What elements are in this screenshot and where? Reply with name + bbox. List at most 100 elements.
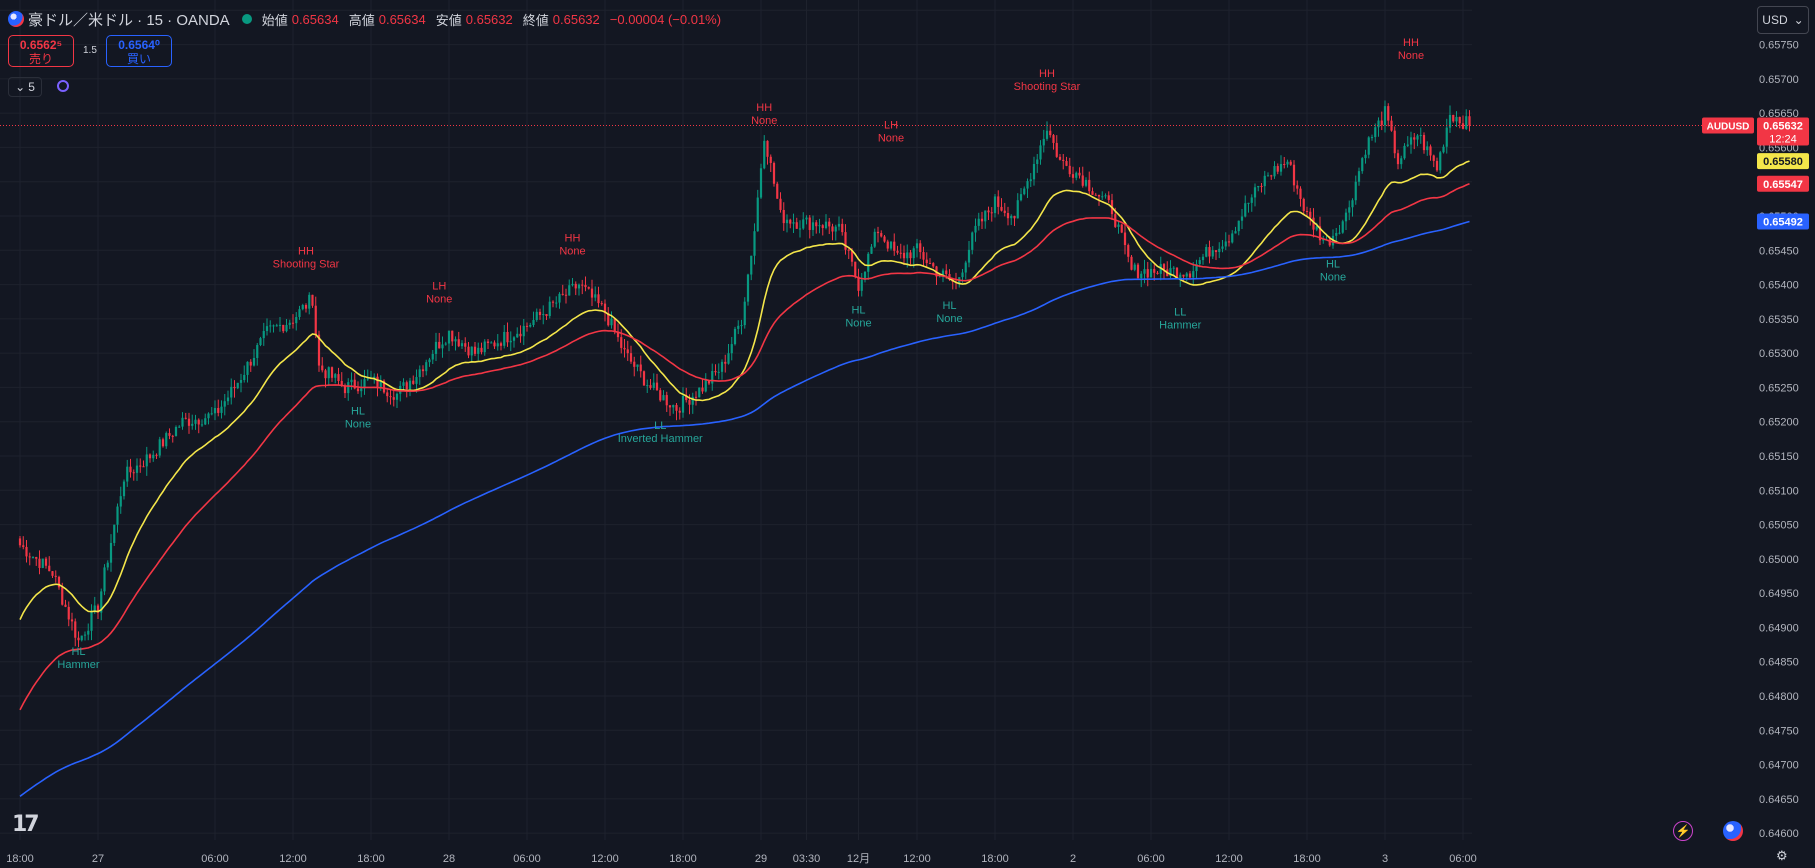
candle-body [782, 209, 785, 224]
y-tick-label: 0.64600 [1759, 828, 1799, 840]
candle-body [457, 339, 460, 347]
currency-select[interactable]: USD ⌄ [1757, 6, 1809, 34]
y-tick-label: 0.64700 [1759, 760, 1799, 772]
candle-body [600, 303, 603, 305]
candle-body [948, 274, 951, 280]
candle-body [129, 466, 132, 473]
candle-body [639, 364, 642, 372]
candle-body [642, 371, 646, 386]
candle-body [1455, 116, 1458, 122]
bolt-icon[interactable]: ⚡ [1673, 821, 1693, 841]
candle-body [1335, 232, 1338, 236]
candle-body [922, 252, 925, 260]
annotation-pattern: None [426, 293, 452, 305]
candle-body [171, 435, 174, 437]
y-tick-label: 0.65400 [1759, 280, 1799, 292]
symbol-title[interactable]: 豪ドル／米ドル · 15 · OANDA [28, 11, 230, 29]
candle-body [1348, 207, 1351, 213]
buy-button[interactable]: 0.6564⁰ 買い [106, 35, 172, 67]
candle-body [113, 524, 116, 543]
candle-body [737, 325, 740, 329]
close-value: 0.65632 [552, 11, 600, 27]
candle-body [571, 283, 574, 286]
candle-body [893, 241, 896, 251]
candle-body [233, 386, 236, 389]
candle-body [769, 156, 772, 163]
candle-body [1101, 196, 1104, 198]
candle-body [1377, 120, 1380, 128]
price-label [1757, 153, 1809, 170]
annotation-pattern: Shooting Star [273, 258, 340, 270]
candle-body [467, 346, 470, 356]
candle-body [499, 343, 503, 346]
candle-body [496, 343, 499, 347]
candle-body [516, 333, 519, 338]
candle-body [1091, 191, 1094, 195]
annotation-pattern: Shooting Star [1014, 81, 1081, 93]
candle-body [96, 605, 100, 613]
candle-body [246, 361, 249, 375]
indicators-toggle[interactable]: ⌄ 5 [8, 77, 42, 97]
candle-body [395, 393, 399, 400]
x-tick-label: 28 [443, 853, 455, 865]
annotation-pattern: None [1320, 272, 1346, 284]
annotation-pattern: None [1398, 50, 1424, 62]
candle-body [376, 376, 379, 389]
candle-body [831, 226, 834, 232]
gear-icon[interactable]: ⚙ [1776, 848, 1788, 863]
candle-body [1413, 137, 1416, 140]
candle-body [1052, 135, 1055, 143]
candle-body [51, 571, 54, 576]
candle-body [821, 225, 824, 229]
candle-body [152, 454, 155, 459]
candle-body [288, 322, 291, 325]
candle-body [613, 318, 616, 332]
candle-body [1127, 245, 1130, 257]
candle-body [665, 395, 668, 406]
candle-body [1234, 231, 1237, 234]
candle-body [1387, 106, 1390, 121]
candle-body [1351, 200, 1354, 208]
candle-body [220, 406, 223, 413]
buy-price: 0.6564⁰ [118, 38, 160, 52]
candle-body [1305, 211, 1309, 213]
candle-body [691, 396, 694, 405]
annotation-swing: LH [884, 119, 898, 131]
candle-body [1117, 224, 1120, 227]
candle-body [486, 341, 490, 344]
candle-body [1136, 264, 1140, 279]
candle-body [1130, 256, 1133, 270]
sell-button[interactable]: 0.6562⁵ 売り [8, 35, 74, 67]
candle-body [941, 270, 945, 275]
candle-body [1341, 221, 1344, 233]
candle-body [857, 276, 860, 291]
open-value: 0.65634 [291, 11, 339, 27]
candle-body [626, 349, 629, 354]
candle-body [811, 222, 815, 230]
candle-body [512, 337, 516, 341]
flag-icon[interactable] [1723, 821, 1743, 841]
candle-body [967, 249, 971, 263]
candle-body [48, 565, 51, 572]
candle-body [1390, 120, 1393, 131]
candle-body [1442, 146, 1445, 153]
candle-body [1123, 232, 1127, 246]
candle-body [223, 401, 226, 407]
candle-body [1133, 264, 1136, 270]
candle-body [473, 346, 477, 354]
candle-body [1016, 200, 1019, 219]
candle-body [860, 279, 863, 291]
candle-body [1292, 164, 1296, 186]
candle-body [1162, 264, 1166, 270]
candle-body [1006, 213, 1010, 219]
candle-body [483, 341, 486, 353]
annotation-pattern: None [751, 115, 777, 127]
candle-body [714, 370, 717, 373]
indicator-icon[interactable] [57, 80, 69, 92]
candle-body [158, 439, 161, 456]
candle-body [327, 367, 330, 379]
